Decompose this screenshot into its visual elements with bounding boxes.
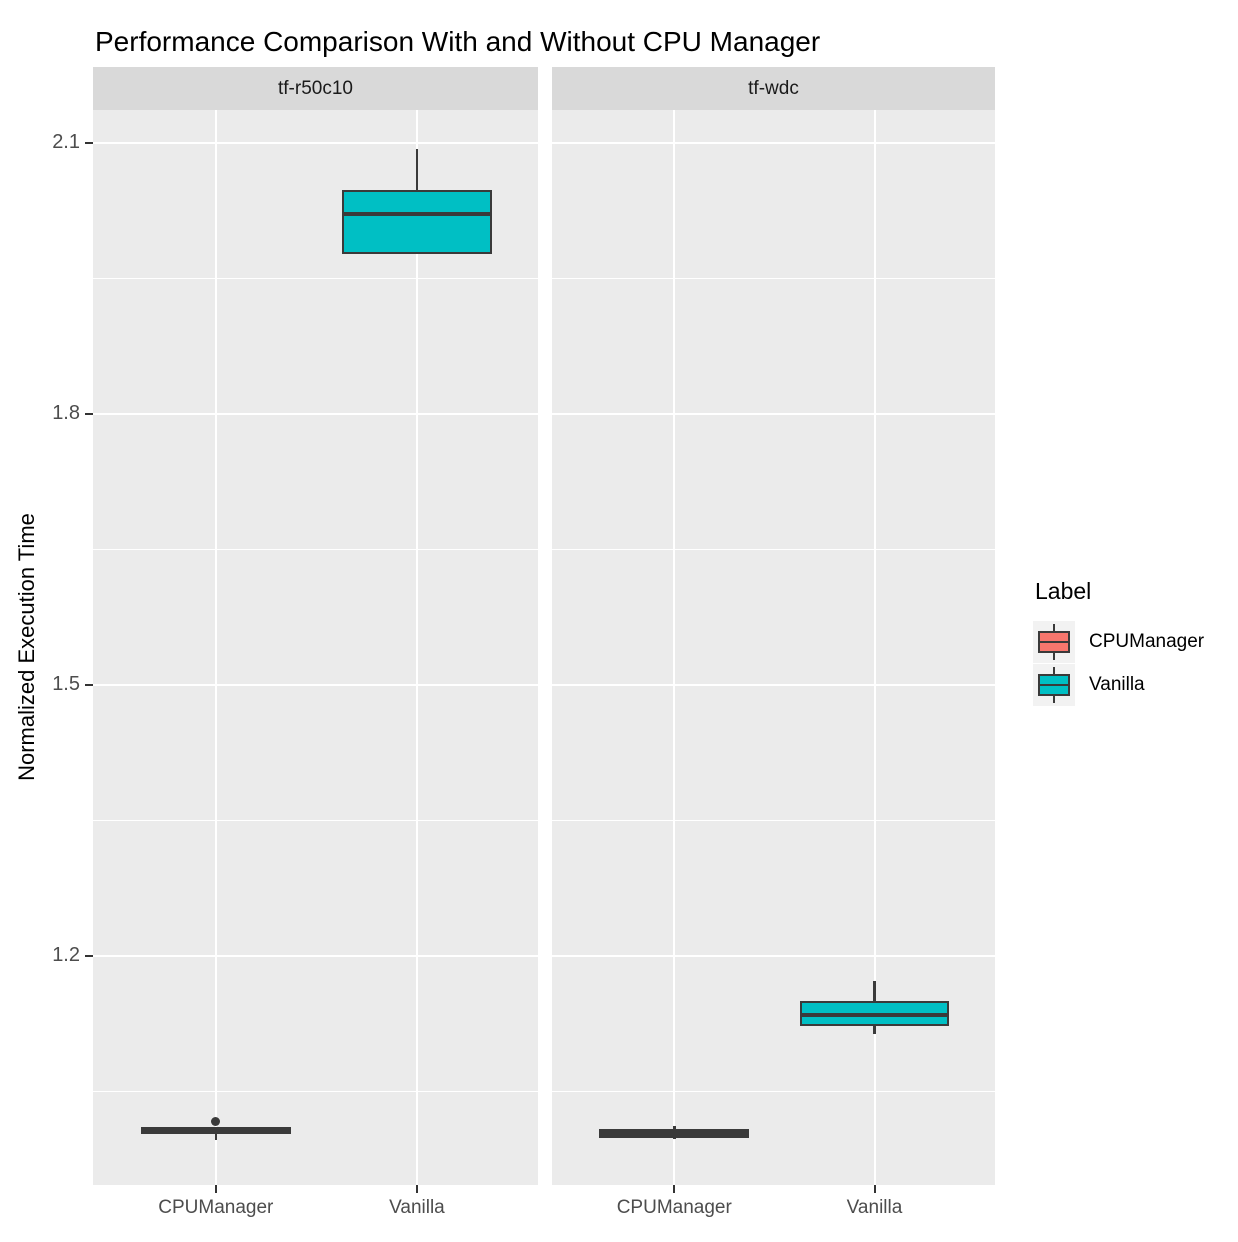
gridline-major (552, 955, 995, 958)
boxplot-upper-whisker (673, 1126, 676, 1129)
boxplot-upper-whisker (873, 980, 876, 1001)
legend-median-line (1038, 640, 1070, 644)
legend-median-line (1038, 683, 1070, 687)
gridline-minor (93, 1091, 538, 1093)
gridline-minor (93, 277, 538, 279)
y-tick-mark (85, 412, 93, 415)
boxplot-upper-whisker (415, 148, 419, 191)
gridline-minor (552, 1091, 995, 1093)
legend-title: Label (1035, 578, 1092, 604)
gridline-major (93, 955, 538, 958)
boxplot-median (599, 1131, 750, 1136)
x-tick-label: Vanilla (389, 1197, 445, 1218)
gridline-major (93, 412, 538, 415)
y-tick-label: 1.8 (52, 401, 80, 424)
facet-strip: tf-r50c10 (93, 67, 538, 110)
x-tick-mark (873, 1185, 876, 1193)
x-tick-mark (673, 1185, 676, 1193)
boxplot-median (140, 1128, 292, 1133)
gridline-major (552, 684, 995, 687)
y-tick-mark (85, 955, 93, 958)
gridline-major (93, 684, 538, 687)
gridline-minor (93, 548, 538, 550)
gridline-major (552, 412, 995, 415)
legend-item-label: Vanilla (1089, 674, 1145, 695)
legend-item: Vanilla (1033, 664, 1204, 706)
gridline-major (93, 141, 538, 144)
y-tick-mark (85, 684, 93, 687)
gridline-major (552, 141, 995, 144)
gridline-vertical (415, 110, 418, 1185)
boxplot-median (341, 211, 493, 217)
gridline-vertical (214, 110, 217, 1185)
boxplot-median (799, 1012, 950, 1018)
y-tick-label: 2.1 (52, 130, 80, 153)
chart-title: Performance Comparison With and Without … (95, 26, 821, 57)
gridline-minor (552, 820, 995, 822)
gridline-minor (93, 820, 538, 822)
y-tick-label: 1.5 (52, 673, 80, 696)
outlier-point (211, 1117, 221, 1127)
legend-item-label: CPUManager (1089, 631, 1205, 652)
boxplot-lower-whisker (873, 1025, 876, 1034)
legend-key-boxplot-icon (1033, 621, 1075, 663)
boxplot-lower-whisker (673, 1137, 676, 1139)
facet-strip-label: tf-r50c10 (278, 77, 353, 99)
facet-panel (93, 110, 538, 1185)
facet-strip: tf-wdc (552, 67, 995, 110)
legend-item: CPUManager (1033, 621, 1204, 663)
x-tick-label: CPUManager (158, 1197, 274, 1218)
gridline-minor (552, 548, 995, 550)
x-tick-label: CPUManager (616, 1197, 732, 1218)
gridline-vertical (673, 110, 676, 1185)
y-tick-label: 1.2 (52, 944, 80, 967)
gridline-vertical (873, 110, 876, 1185)
gridline-minor (552, 277, 995, 279)
boxplot-box (341, 190, 493, 254)
facet-strip-label: tf-wdc (748, 77, 799, 99)
legend-key-boxplot-icon (1033, 664, 1075, 706)
legend-items: CPUManager Vanilla (1033, 621, 1204, 706)
facet-panel (552, 110, 995, 1185)
x-tick-mark (214, 1185, 217, 1193)
y-tick-mark (85, 141, 93, 144)
y-axis-title: Normalized Execution Time (14, 513, 39, 781)
x-tick-label: Vanilla (846, 1197, 903, 1218)
x-tick-mark (415, 1185, 418, 1193)
legend: Label CPUManager Vanilla (1033, 578, 1204, 707)
boxplot-lower-whisker (214, 1134, 218, 1140)
